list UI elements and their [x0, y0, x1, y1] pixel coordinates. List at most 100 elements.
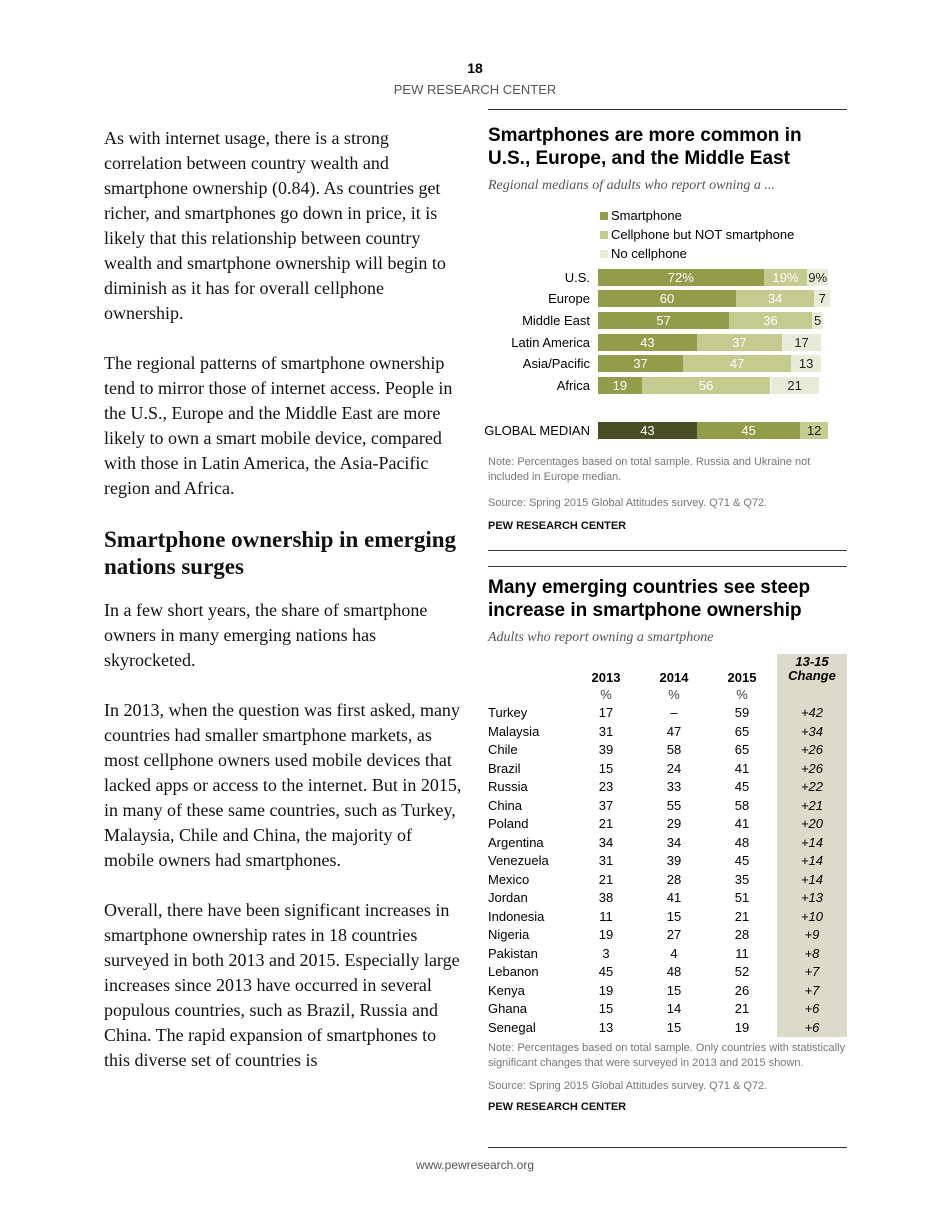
footer-url: www.pewresearch.org [415, 1158, 535, 1172]
section-heading: Smartphone ownership in emerging nations… [104, 527, 457, 579]
bar-row: Latin America 43 37 17 [488, 334, 848, 351]
cell-value: 45 [598, 964, 614, 979]
cell-value: 21 [734, 908, 750, 924]
category-label: Latin America [511, 335, 590, 350]
table-footer: Note: Percentages based on total sample.… [488, 1041, 847, 1114]
divider [488, 550, 847, 551]
cell-value: +14 [800, 853, 824, 868]
body-text: As with internet usage, there is a stron… [104, 126, 466, 1098]
category-label: GLOBAL MEDIAN [484, 423, 590, 438]
bar-segment: 43 [598, 422, 697, 439]
table-row: Mexico 21 28 35 +14 [488, 871, 847, 889]
cell-value: 28 [666, 871, 682, 887]
country-name: Senegal [488, 1019, 536, 1035]
cell-value: +14 [800, 871, 824, 887]
bar-segment: 19% [763, 269, 808, 286]
unit-label: % [736, 687, 748, 702]
cell-value: 55 [666, 797, 682, 813]
unit-label: % [668, 687, 680, 702]
table-row: Ghana 15 14 21 +6 [488, 1000, 847, 1018]
cell-value: +7 [804, 982, 820, 998]
bar-row: Asia/Pacific 37 47 13 [488, 355, 848, 372]
cell-value: +22 [800, 779, 824, 794]
cell-value: +14 [800, 834, 824, 850]
cell-value: 15 [666, 1019, 682, 1035]
paragraph: Overall, there have been significant inc… [104, 900, 460, 1070]
divider [488, 566, 847, 567]
cell-value: 37 [598, 797, 614, 813]
country-name: Venezuela [488, 853, 549, 868]
bar-row: GLOBAL MEDIAN 43 45 12 [484, 422, 848, 439]
cell-value: 11 [735, 945, 749, 961]
table-row: Lebanon 45 48 52 +7 [488, 963, 847, 981]
table-row: Venezuela 31 39 45 +14 [488, 852, 847, 870]
cell-value: 21 [734, 1001, 750, 1016]
bar-segment: 57 [598, 312, 730, 329]
bar-segment: 13 [791, 355, 822, 372]
table-subtitle: Adults who report owning a smartphone [488, 630, 714, 645]
legend-item: Cellphone but NOT smartphone [600, 225, 794, 244]
bar-segment: 47 [683, 355, 792, 372]
cell-value: 3 [602, 945, 610, 961]
table-header: Many emerging countries see steep increa… [488, 576, 847, 646]
legend-label: No cellphone [611, 246, 687, 261]
cell-value: 47 [666, 723, 682, 739]
cell-value: 19 [734, 1019, 750, 1035]
table-brand: PEW RESEARCH CENTER [488, 1101, 627, 1113]
legend-item: Smartphone [600, 206, 794, 225]
bar-segment: 43 [598, 334, 697, 351]
bar-segment: 5 [811, 312, 824, 329]
bar-segment: 36 [729, 312, 812, 329]
cell-value: 31 [598, 853, 614, 868]
category-label: Europe [548, 291, 590, 306]
bar-segment: 37 [598, 355, 684, 372]
divider [488, 1147, 847, 1148]
bar-segment: 17 [782, 334, 822, 351]
legend-swatch [600, 250, 608, 258]
cell-value: 4 [670, 945, 678, 961]
category-label: Middle East [522, 313, 590, 328]
cell-value: 41 [734, 816, 750, 831]
cell-value: 15 [666, 908, 682, 924]
cell-value: 15 [666, 982, 682, 998]
chart1-footer: Note: Percentages based on total sample.… [488, 455, 847, 533]
country-name: Poland [488, 816, 529, 831]
category-label: Asia/Pacific [522, 356, 590, 371]
cell-value: +26 [800, 742, 824, 757]
table-row: Argentina 34 34 48 +14 [488, 834, 847, 852]
legend-item: No cellphone [600, 244, 794, 263]
country-name: Jordan [488, 890, 528, 905]
chart-brand: PEW RESEARCH CENTER [488, 520, 627, 532]
cell-value: +7 [804, 964, 820, 979]
bar-row: Africa 19 56 21 [488, 377, 848, 394]
cell-value: +21 [800, 797, 824, 813]
cell-value: 39 [598, 742, 614, 757]
cell-value: 28 [734, 927, 750, 942]
cell-value: 65 [734, 742, 750, 757]
cell-value: 45 [734, 779, 750, 794]
cell-value: +26 [800, 760, 824, 776]
cell-value: +13 [800, 890, 824, 905]
table-row: Pakistan 3 4 11 +8 [488, 945, 847, 963]
country-name: China [488, 797, 522, 813]
header-org: PEW RESEARCH CENTER [393, 82, 557, 97]
cell-value: 33 [666, 779, 682, 794]
cell-value: 59 [734, 705, 750, 720]
bar-segment: 45 [696, 422, 801, 439]
cell-value: 48 [666, 964, 682, 979]
table-row: Brazil 15 24 41 +26 [488, 760, 847, 778]
country-name: Russia [488, 779, 528, 794]
cell-value: 41 [734, 760, 750, 776]
country-name: Argentina [488, 834, 544, 850]
legend-swatch [600, 212, 608, 220]
paragraph: In 2013, when the question was first ask… [104, 700, 462, 870]
chart-legend: Smartphone Cellphone but NOT smartphone … [600, 206, 794, 263]
cell-value: 15 [598, 760, 614, 776]
country-name: Pakistan [488, 945, 538, 961]
cell-value: 31 [598, 723, 614, 739]
bar-segment: 12 [800, 422, 828, 439]
country-name: Kenya [488, 982, 525, 998]
cell-value: 27 [666, 927, 682, 942]
cell-value: 14 [666, 1001, 682, 1016]
